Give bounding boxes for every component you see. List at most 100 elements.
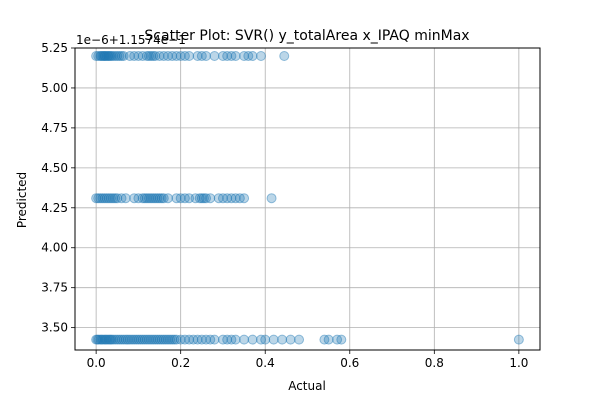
scatter-point	[97, 334, 108, 345]
scatter-point	[100, 50, 111, 61]
scatter-point	[171, 334, 182, 345]
x-tick-label: 1.0	[509, 356, 528, 370]
scatter-point	[108, 334, 119, 345]
y-tick-label: 4.00	[41, 241, 68, 255]
scatter-point	[93, 334, 104, 345]
y-tick-label: 4.75	[41, 121, 68, 135]
scatter-point	[116, 50, 127, 61]
scatter-point	[285, 334, 296, 345]
scatter-point	[332, 334, 343, 345]
scatter-point	[156, 193, 167, 204]
scatter-point	[91, 334, 102, 345]
scatter-point	[167, 334, 178, 345]
scatter-point	[217, 50, 228, 61]
scatter-point	[158, 193, 169, 204]
scatter-point	[239, 50, 250, 61]
scatter-point	[247, 334, 258, 345]
scatter-point	[226, 334, 237, 345]
scatter-point	[184, 50, 195, 61]
scatter-point	[112, 334, 123, 345]
scatter-point	[143, 193, 154, 204]
scatter-point	[110, 50, 121, 61]
scatter-point	[175, 50, 186, 61]
scatter-point	[95, 50, 106, 61]
scatter-point	[179, 50, 190, 61]
x-axis-label: Actual	[288, 379, 326, 393]
scatter-point	[279, 50, 290, 61]
scatter-point	[101, 193, 112, 204]
scatter-point	[103, 193, 114, 204]
x-tick-label: 0.4	[256, 356, 275, 370]
scatter-point	[137, 50, 148, 61]
scatter-point	[96, 334, 107, 345]
scatter-point	[129, 334, 140, 345]
scatter-point	[260, 334, 271, 345]
scatter-point	[116, 193, 127, 204]
scatter-point	[118, 50, 129, 61]
scatter-point	[163, 334, 173, 345]
scatter-point	[146, 193, 157, 204]
scatter-point	[171, 193, 182, 204]
scatter-point	[93, 50, 104, 61]
scatter-point	[175, 334, 186, 345]
scatter-point	[106, 334, 117, 345]
scatter-point	[150, 50, 161, 61]
scatter-point	[135, 334, 146, 345]
scatter-point	[154, 334, 165, 345]
scatter-point	[133, 334, 144, 345]
scatter-point	[108, 50, 119, 61]
x-tick-label: 0.6	[340, 356, 359, 370]
scatter-point	[99, 50, 110, 61]
scatter-point	[158, 334, 169, 345]
scatter-point	[294, 334, 305, 345]
scatter-point	[234, 193, 245, 204]
scatter-point	[129, 193, 140, 204]
scatter-point	[91, 50, 102, 61]
scatter-point	[226, 193, 237, 204]
scatter-point	[150, 334, 161, 345]
scatter-point	[171, 50, 182, 61]
y-tick-label: 5.25	[41, 41, 68, 55]
x-tick-label: 0.0	[87, 356, 106, 370]
scatter-point	[101, 50, 112, 61]
scatter-point	[118, 334, 129, 345]
scatter-point	[120, 193, 131, 204]
scatter-point	[190, 193, 201, 204]
scatter-point	[139, 193, 150, 204]
scatter-point	[230, 193, 241, 204]
scatter-point	[143, 50, 154, 61]
scatter-point	[226, 50, 237, 61]
scatter-point	[222, 50, 233, 61]
scatter-point	[122, 334, 133, 345]
scatter-point	[112, 193, 123, 204]
scatter-point	[192, 334, 203, 345]
scatter-point	[163, 193, 173, 204]
scatter-point	[201, 50, 212, 61]
x-axis-ticks: 0.0 0.2 0.4 0.6 0.8 1.0	[87, 350, 528, 370]
scatter-point	[222, 334, 233, 345]
scatter-point	[243, 50, 254, 61]
scatter-point	[114, 50, 125, 61]
scatter-point	[217, 193, 228, 204]
scatter-point	[105, 193, 116, 204]
scatter-point	[116, 334, 127, 345]
scatter-point	[148, 50, 159, 61]
y-tick-label: 3.75	[41, 281, 68, 295]
scatter-point	[100, 334, 111, 345]
x-tick-label: 0.8	[425, 356, 444, 370]
scatter-point	[95, 193, 106, 204]
scatter-point	[175, 193, 186, 204]
scatter-point	[196, 334, 207, 345]
scatter-point	[102, 50, 113, 61]
scatter-point	[152, 334, 163, 345]
scatter-point	[106, 50, 117, 61]
scatter-point	[256, 334, 266, 345]
scatter-point	[192, 50, 203, 61]
scatter-point	[163, 50, 173, 61]
scatter-point	[95, 334, 106, 345]
scatter-point	[146, 334, 157, 345]
scatter-points	[91, 50, 524, 345]
scatter-point	[152, 193, 163, 204]
scatter-point	[133, 50, 144, 61]
scatter-point	[217, 334, 228, 345]
